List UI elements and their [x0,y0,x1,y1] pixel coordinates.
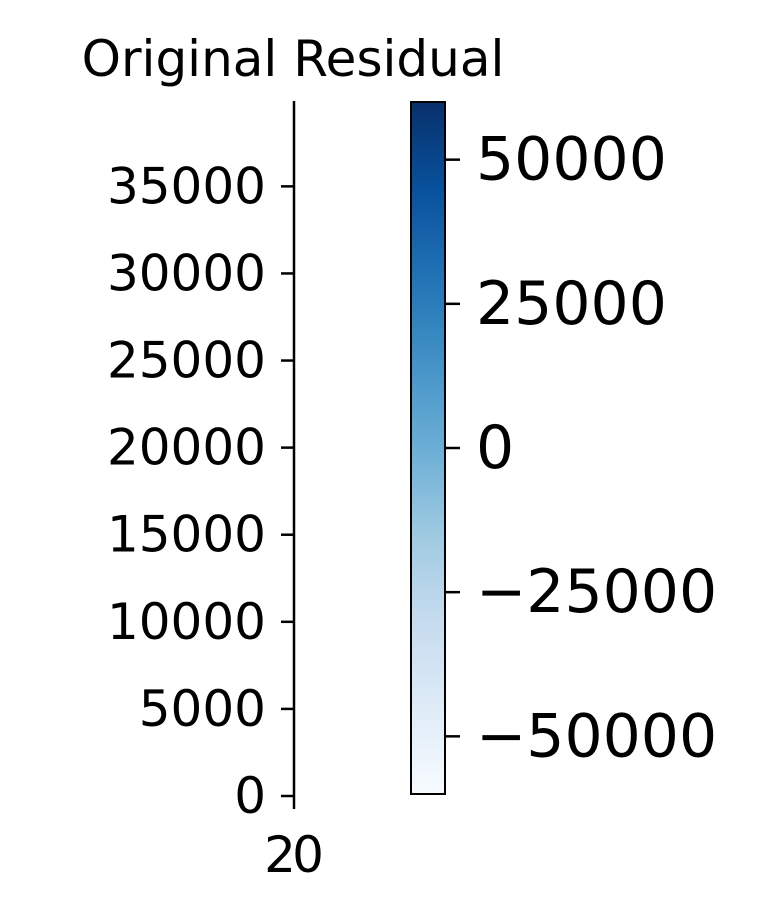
colorbar-gradient [410,101,446,795]
colorbar-tick-label: 25000 [476,269,667,339]
y-tick-label: 10000 [107,593,266,651]
x-tick-label: 0 [292,826,324,884]
y-tick-label: 30000 [107,244,266,302]
colorbar-tick-label: −50000 [476,701,717,771]
x-axis-ticks: 20 [264,796,324,884]
y-tick-label: 5000 [139,680,266,738]
y-axis-ticks: 0 5000 10000 15000 20000 25000 30000 35000 [107,157,294,825]
y-tick-label: 0 [234,767,266,825]
colorbar [410,101,446,795]
y-tick-label: 15000 [107,506,266,564]
x-tick-label: 2 [264,826,296,884]
chart-title: Original Residual [82,30,505,88]
colorbar-tick-label: −25000 [476,557,717,627]
y-tick-label: 25000 [107,332,266,390]
colorbar-tick-label: 50000 [476,125,667,195]
colorbar-tick-label: 0 [476,413,514,483]
colorbar-ticks: −50000 −25000 0 25000 50000 [445,125,717,771]
y-tick-label: 20000 [107,419,266,477]
y-tick-label: 35000 [107,157,266,215]
